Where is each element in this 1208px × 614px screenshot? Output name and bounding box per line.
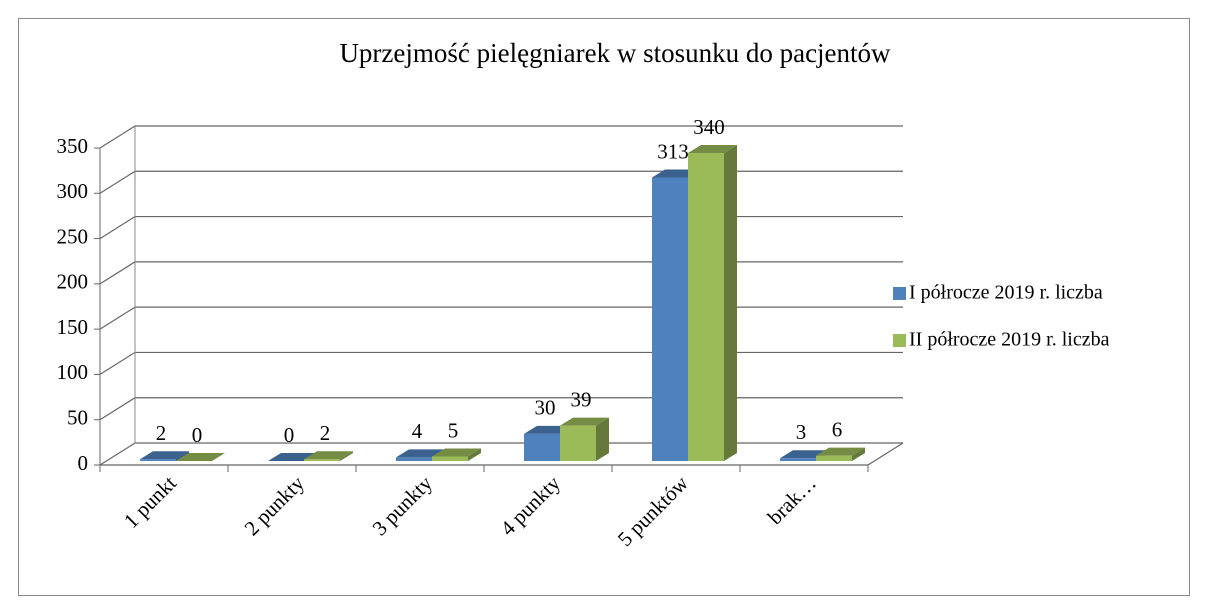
y-tick-label: 0 [78, 451, 89, 475]
bar-face [304, 459, 340, 461]
legend-label: II półrocze 2019 r. liczba [909, 329, 1110, 351]
bar [140, 451, 189, 461]
y-tick-label: 200 [57, 270, 89, 294]
y-tick-label: 250 [57, 224, 89, 248]
legend-label: I półrocze 2019 r. liczba [909, 282, 1103, 304]
bar [432, 448, 481, 461]
data-label: 3 [796, 420, 807, 444]
bar-face [688, 145, 737, 154]
data-label: 0 [284, 423, 295, 447]
bar-face [176, 453, 225, 461]
bar-face [340, 451, 353, 461]
bar-face [724, 145, 737, 462]
data-label: 0 [192, 423, 203, 447]
data-label: 2 [320, 421, 331, 445]
y-tick-label: 100 [57, 360, 89, 384]
legend-swatch [893, 287, 906, 300]
bar [816, 447, 865, 461]
bar [176, 453, 225, 461]
bar-face [688, 153, 724, 462]
chart-title: Uprzejmość pielęgniarek w stosunku do pa… [339, 38, 891, 68]
bar-face [560, 417, 609, 426]
bar-face [176, 451, 189, 461]
bar [560, 417, 609, 461]
bar-face [816, 447, 865, 456]
bar-face [432, 456, 468, 461]
y-tick-label: 50 [67, 406, 88, 430]
data-label: 313 [657, 139, 689, 163]
bar-face [652, 177, 688, 462]
data-label: 4 [412, 419, 423, 443]
legend-swatch [893, 334, 906, 347]
bar-face [852, 447, 865, 461]
bar-face [140, 451, 189, 460]
bar-face [560, 425, 596, 461]
y-tick-label: 150 [57, 315, 89, 339]
bar-face [432, 448, 481, 457]
data-label: 39 [571, 387, 592, 411]
data-label: 5 [448, 418, 459, 442]
bar-face [780, 458, 816, 461]
bar-face [596, 417, 609, 461]
bar-face [816, 455, 852, 461]
bar [304, 451, 353, 461]
data-label: 6 [832, 417, 843, 441]
bar-face [304, 451, 353, 460]
bar-face [140, 459, 176, 461]
bar-face [524, 433, 560, 461]
data-label: 340 [693, 115, 725, 139]
bar [688, 145, 737, 462]
data-label: 2 [156, 421, 167, 445]
y-tick-label: 350 [57, 134, 89, 158]
data-label: 30 [535, 396, 556, 420]
y-tick-label: 300 [57, 179, 89, 203]
bar-face [396, 457, 432, 461]
bar-face [468, 448, 481, 461]
bar-face [396, 449, 445, 458]
